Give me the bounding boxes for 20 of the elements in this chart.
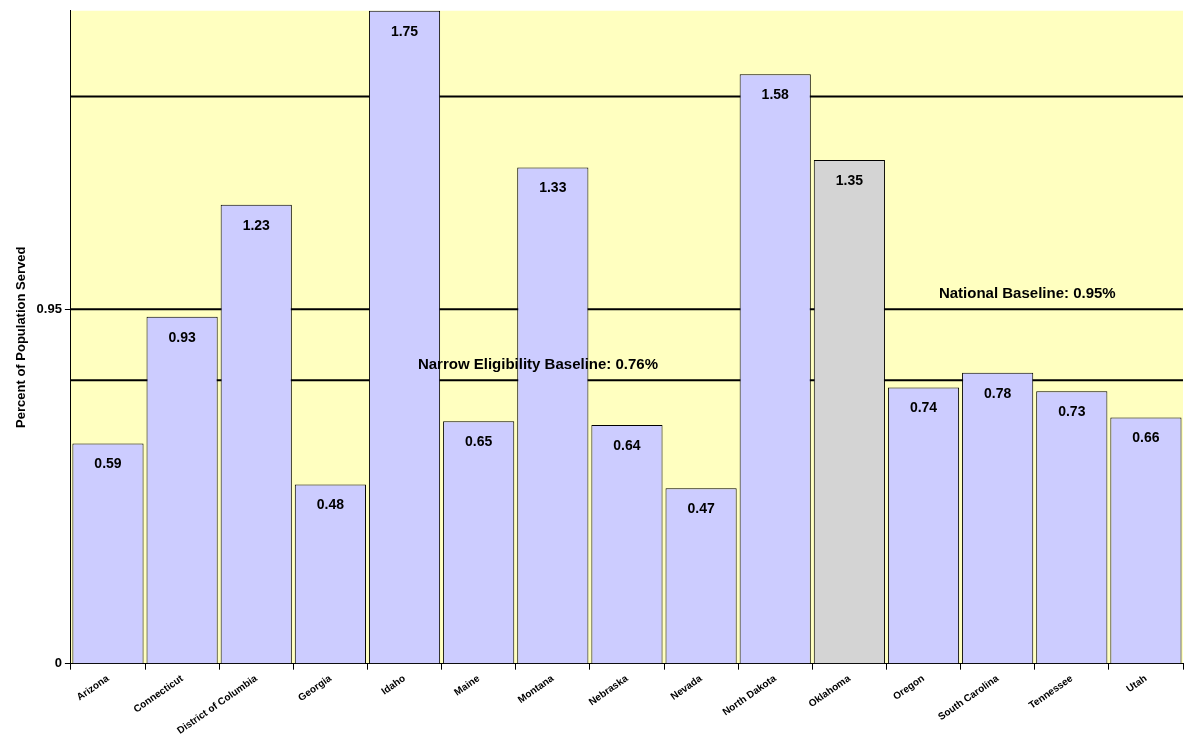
data-label: 0.64: [613, 436, 641, 453]
y-axis-title: Percent of Population Served: [13, 246, 29, 428]
data-label: 0.66: [1132, 429, 1160, 446]
data-label: 1.58: [761, 86, 790, 103]
data-label: 0.47: [687, 500, 715, 517]
data-label: 1.33: [539, 179, 567, 196]
data-label: 0.78: [984, 384, 1012, 401]
data-label: 0.73: [1058, 403, 1086, 420]
data-label: 0.59: [94, 455, 122, 472]
data-label: 1.75: [390, 22, 419, 39]
ref-line-label: National Baseline: 0.95%: [938, 283, 1116, 301]
x-tick-label: Utah: [1124, 672, 1149, 695]
y-tick-label: 0: [54, 655, 62, 671]
y-tick-label: 0.95: [36, 300, 62, 316]
data-label: 1.23: [242, 216, 271, 233]
data-label: 0.48: [316, 496, 345, 513]
data-label: 0.74: [909, 399, 938, 416]
data-label: 1.35: [835, 171, 864, 188]
data-label: 0.65: [465, 433, 493, 450]
data-label: 0.93: [168, 328, 196, 345]
